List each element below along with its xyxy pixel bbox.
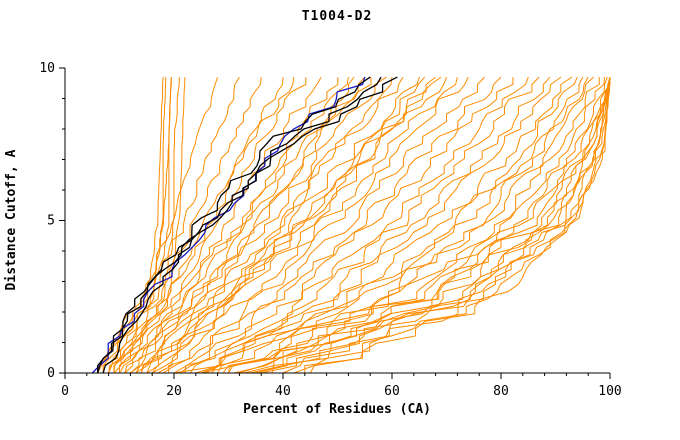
model-curve-black [97,76,371,374]
model-curve-orange [157,76,447,374]
x-tick-label: 0 [61,384,69,399]
model-curve-orange [173,77,611,374]
x-tick-label: 100 [598,384,621,399]
model-curve-orange [255,77,611,374]
model-curve-orange [151,76,436,374]
model-curve-black [102,76,398,374]
y-tick-label: 5 [47,214,55,229]
model-curve-orange [206,76,562,374]
model-curve-orange [119,77,186,374]
model-curve-orange [255,77,611,374]
model-curve-orange [211,76,573,374]
model-curve-orange [195,76,540,374]
model-curve-orange [228,76,611,374]
model-curve-orange [233,76,594,374]
model-curve-orange [201,77,611,374]
model-curve-orange [102,76,240,373]
model-curve-orange [124,76,366,374]
model-curve-orange [261,77,611,374]
y-tick-label: 0 [47,366,55,381]
model-curve-orange [140,76,387,374]
model-curve-orange [97,77,164,374]
model-curve-orange [244,77,605,374]
model-curve-orange [151,76,420,374]
model-curve-orange [113,77,295,374]
y-tick-label: 10 [39,61,55,76]
x-axis-label: Percent of Residues (CA) [243,402,431,417]
model-curve-orange [146,76,404,374]
x-tick-label: 40 [275,384,291,399]
model-curve-orange [162,76,458,374]
model-curve-orange [146,76,442,374]
model-curve-black [97,76,382,373]
model-curve-blue [91,76,366,374]
model-curve-orange [201,76,551,374]
model-curve-orange [173,76,485,374]
model-curve-orange [189,76,529,374]
model-curve-orange [108,77,262,374]
model-curves-group [91,76,611,374]
model-curve-orange [135,77,393,374]
chart-title: T1004-D2 [302,9,373,24]
model-curve-orange [293,77,611,374]
axis-ticks-group: 0 20 40 60 80 100 0 5 10 [39,61,621,399]
model-curve-orange [140,76,426,374]
x-tick-label: 20 [166,384,182,399]
model-curve-orange [250,76,608,374]
x-tick-label: 60 [384,384,400,399]
model-curve-orange [228,76,589,374]
model-curve-orange [119,77,307,373]
x-tick-label: 80 [493,384,509,399]
model-curve-orange [217,76,578,374]
model-curve-orange [184,77,514,374]
model-curve-orange [168,76,469,373]
y-axis-label: Distance Cutoff, A [4,149,19,290]
model-curve-orange [179,76,502,374]
